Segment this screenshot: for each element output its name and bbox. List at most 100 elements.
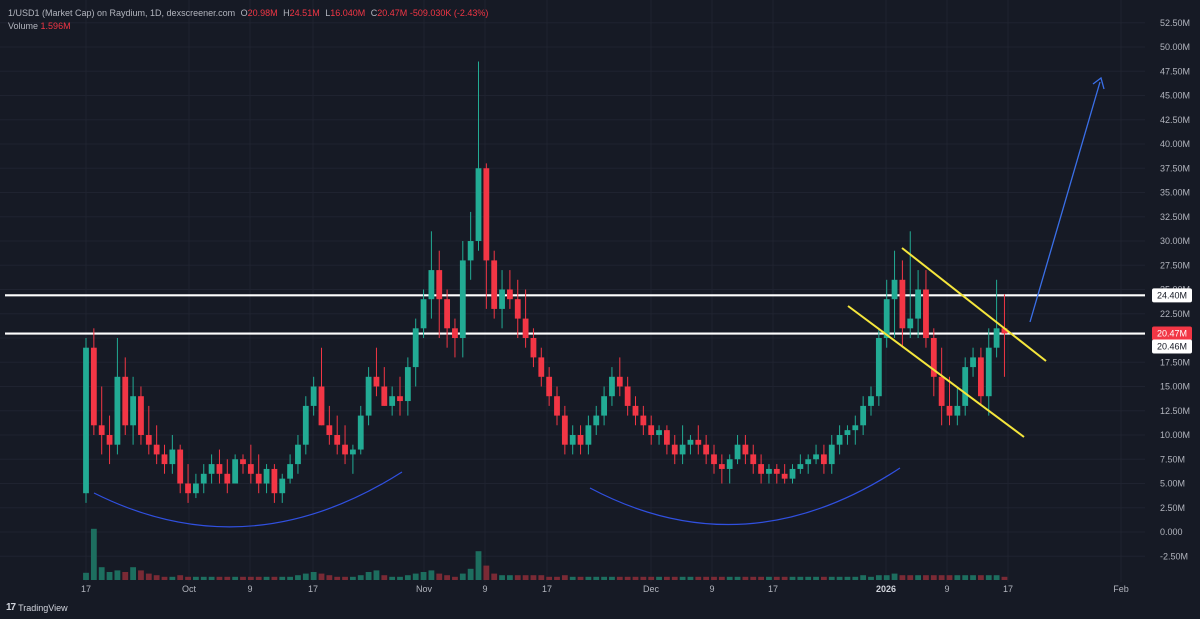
candle-body	[781, 473, 788, 479]
volume-bar	[271, 576, 278, 580]
y-tick-label: 2.50M	[1160, 503, 1185, 513]
volume-bar	[734, 576, 741, 580]
volume-bar	[302, 573, 309, 580]
candle	[373, 347, 380, 397]
candle	[601, 386, 607, 426]
candle-body	[734, 444, 741, 460]
candle	[357, 405, 364, 455]
candle-body	[255, 473, 262, 484]
candle	[766, 464, 772, 484]
candle-body	[656, 430, 662, 435]
y-tick-label: 10.00M	[1160, 430, 1190, 440]
candle-body	[616, 376, 623, 387]
volume-bar	[624, 576, 631, 580]
candle	[923, 270, 929, 348]
volume-bar	[648, 576, 655, 580]
candle	[318, 347, 325, 426]
candle	[1001, 294, 1008, 377]
candle-body	[726, 459, 733, 469]
volume-bar	[593, 576, 600, 580]
tradingview-brand[interactable]: 17 TradingView	[6, 602, 68, 613]
candle-body	[640, 415, 647, 426]
volume-bar	[546, 576, 553, 580]
y-tick-label: 27.50M	[1160, 260, 1190, 270]
volume-bar	[334, 576, 341, 580]
volume-bar	[750, 576, 757, 580]
candle	[161, 444, 168, 474]
volume-bar	[868, 576, 874, 580]
volume-bar	[138, 570, 144, 580]
candle	[938, 347, 945, 426]
candle-body	[805, 459, 812, 465]
candle	[970, 347, 976, 377]
volume-bar	[711, 576, 717, 580]
candle-body	[993, 328, 1000, 348]
candle-body	[153, 444, 160, 455]
candle	[145, 405, 152, 455]
volume-bar	[90, 528, 97, 580]
candle-body	[601, 396, 607, 416]
x-tick-label: 9	[944, 584, 949, 594]
volume-bar	[467, 568, 474, 580]
candle	[648, 415, 655, 445]
volume-bar	[946, 575, 953, 580]
volume-bar	[703, 576, 710, 580]
y-tick-label: 40.00M	[1160, 139, 1190, 149]
candle	[310, 376, 317, 416]
candle-body	[671, 444, 678, 455]
candle-body	[279, 478, 286, 494]
candle-body	[624, 386, 631, 406]
candle	[836, 425, 843, 455]
volume-bar	[538, 575, 545, 580]
volume-bar	[459, 573, 466, 580]
low-value: 16.040M	[330, 8, 366, 18]
candle	[671, 435, 678, 465]
candle-body	[915, 289, 921, 319]
candle	[98, 386, 105, 455]
candle-body	[420, 299, 427, 329]
candle-body	[891, 279, 898, 300]
volume-bar	[412, 573, 419, 580]
candle-body	[98, 425, 105, 435]
candle-body	[703, 444, 710, 455]
candle-body	[342, 444, 348, 455]
high-value: 24.51M	[289, 8, 320, 18]
candle-body	[271, 468, 278, 494]
candle-body	[507, 289, 513, 300]
candle-body	[459, 260, 466, 338]
candle	[954, 386, 961, 426]
candle-body	[452, 328, 458, 338]
x-tick-label: Nov	[416, 584, 433, 594]
candle-body	[970, 357, 976, 368]
candle	[750, 444, 757, 474]
candle	[153, 425, 160, 465]
level-badge-upper: 24.40M	[1152, 288, 1192, 303]
volume-bar	[145, 573, 152, 580]
volume-bar	[350, 576, 356, 580]
candle-body	[193, 483, 199, 494]
volume-bar	[860, 575, 867, 580]
candle-body	[773, 468, 780, 474]
candle-body	[302, 405, 309, 445]
volume-bar	[240, 576, 246, 580]
wedge-drawings	[847, 76, 1105, 438]
volume-bar	[106, 572, 113, 580]
candle	[397, 376, 403, 416]
candle	[247, 444, 254, 484]
candle	[695, 425, 702, 455]
time-axis[interactable]: 17 Oct 9 17 Nov 9 17 Dec 9 17 2026 9 17 Feb	[81, 584, 1129, 594]
candle-body	[954, 405, 961, 416]
y-tick-label: 50.00M	[1160, 42, 1190, 52]
volume-bar	[954, 575, 961, 580]
candle-body	[569, 435, 576, 445]
volume-bar	[216, 576, 223, 580]
candle-body	[985, 347, 992, 397]
volume-bar	[883, 575, 890, 580]
candle-body	[326, 425, 333, 435]
candle-body	[475, 168, 482, 241]
candle-body	[357, 415, 364, 450]
candle-body	[350, 449, 356, 455]
volume-bar	[295, 575, 301, 580]
